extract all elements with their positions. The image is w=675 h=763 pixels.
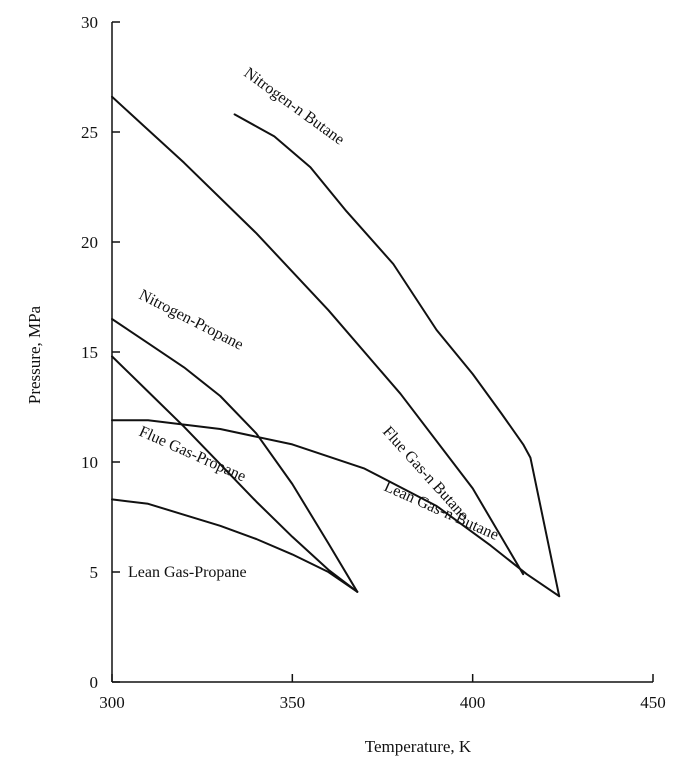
y-tick-label: 30 [81, 13, 98, 32]
curve-label: Nitrogen-n Butane [241, 64, 348, 148]
curve-label: Flue Gas-Propane [136, 423, 248, 485]
series-line-flue-gas-propane [111, 355, 359, 593]
y-tick-label: 25 [81, 123, 98, 142]
y-tick-label: 20 [81, 233, 98, 252]
x-tick-label: 350 [280, 693, 306, 712]
y-tick-label: 15 [81, 343, 98, 362]
y-tick-label: 0 [90, 673, 99, 692]
series-line-nitrogen-n-butane [111, 95, 525, 576]
x-tick-label: 300 [99, 693, 125, 712]
curve-label: Nitrogen-Propane [136, 286, 246, 353]
series-line-lean-gas-propane [111, 498, 359, 593]
x-tick-label: 450 [640, 693, 666, 712]
x-axis-title: Temperature, K [365, 737, 472, 756]
curve-label: Lean Gas-Propane [128, 564, 247, 581]
series-line-flue-gas-n-butane [233, 113, 561, 598]
curves [111, 95, 561, 598]
series-line-nitrogen-propane [111, 318, 359, 593]
y-tick-label: 10 [81, 453, 98, 472]
axes: 0 5 10 15 20 25 30 300 350 400 450 [81, 13, 666, 712]
x-tick-label: 400 [460, 693, 486, 712]
y-tick-label: 5 [90, 563, 99, 582]
y-axis-title: Pressure, MPa [25, 305, 44, 404]
series-line-lean-gas-n-butane [111, 419, 561, 598]
